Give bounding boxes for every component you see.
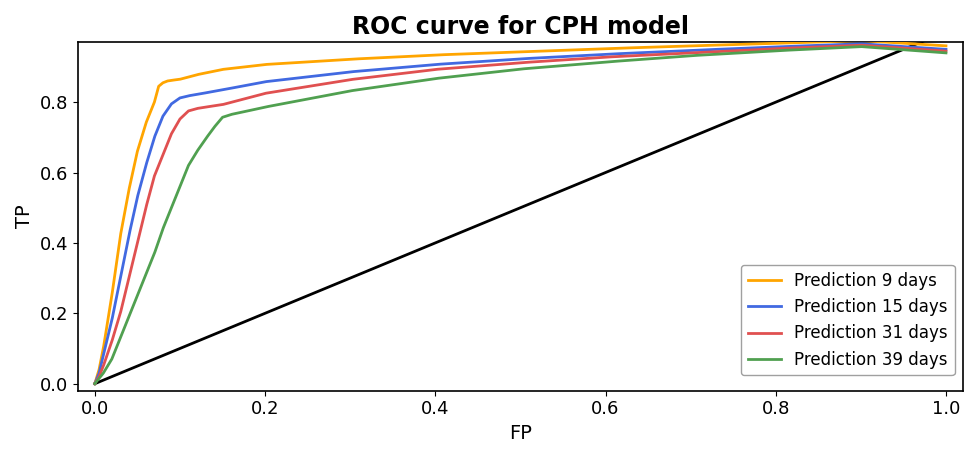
- Prediction 31 days: [502, 61, 514, 66]
- Line: Prediction 31 days: Prediction 31 days: [95, 45, 945, 384]
- Prediction 15 days: [914, 45, 926, 50]
- Prediction 9 days: [854, 38, 866, 44]
- Prediction 39 days: [89, 381, 101, 387]
- Prediction 15 days: [132, 191, 144, 196]
- Prediction 9 days: [914, 42, 926, 47]
- Line: Prediction 39 days: Prediction 39 days: [95, 47, 945, 384]
- Title: ROC curve for CPH model: ROC curve for CPH model: [352, 15, 688, 39]
- Prediction 15 days: [480, 58, 491, 64]
- Prediction 39 days: [939, 50, 951, 55]
- Prediction 9 days: [480, 50, 491, 56]
- Prediction 31 days: [914, 47, 926, 52]
- Prediction 39 days: [914, 49, 926, 54]
- Line: Prediction 15 days: Prediction 15 days: [95, 44, 945, 384]
- Y-axis label: TP: TP: [15, 205, 34, 229]
- Prediction 15 days: [939, 47, 951, 52]
- Prediction 9 days: [939, 43, 951, 49]
- Prediction 39 days: [758, 49, 770, 54]
- Prediction 15 days: [502, 57, 514, 62]
- Prediction 39 days: [132, 291, 144, 296]
- Prediction 39 days: [914, 48, 926, 54]
- Prediction 9 days: [502, 49, 514, 55]
- Legend: Prediction 9 days, Prediction 15 days, Prediction 31 days, Prediction 39 days: Prediction 9 days, Prediction 15 days, P…: [741, 265, 954, 376]
- Prediction 31 days: [939, 49, 951, 54]
- Prediction 9 days: [132, 146, 144, 151]
- Line: Prediction 9 days: Prediction 9 days: [95, 41, 945, 384]
- Prediction 31 days: [89, 381, 101, 387]
- Prediction 15 days: [89, 381, 101, 387]
- Prediction 31 days: [914, 47, 926, 52]
- Prediction 15 days: [914, 45, 926, 50]
- Prediction 39 days: [502, 68, 514, 73]
- Prediction 31 days: [758, 46, 770, 52]
- Prediction 31 days: [132, 237, 144, 242]
- Prediction 15 days: [854, 41, 866, 47]
- Prediction 39 days: [854, 44, 866, 49]
- Prediction 9 days: [758, 41, 770, 46]
- Prediction 31 days: [854, 43, 866, 48]
- X-axis label: FP: FP: [508, 424, 531, 443]
- Prediction 9 days: [89, 381, 101, 387]
- Prediction 39 days: [480, 70, 491, 76]
- Prediction 9 days: [914, 42, 926, 47]
- Prediction 31 days: [480, 63, 491, 68]
- Prediction 15 days: [758, 44, 770, 50]
